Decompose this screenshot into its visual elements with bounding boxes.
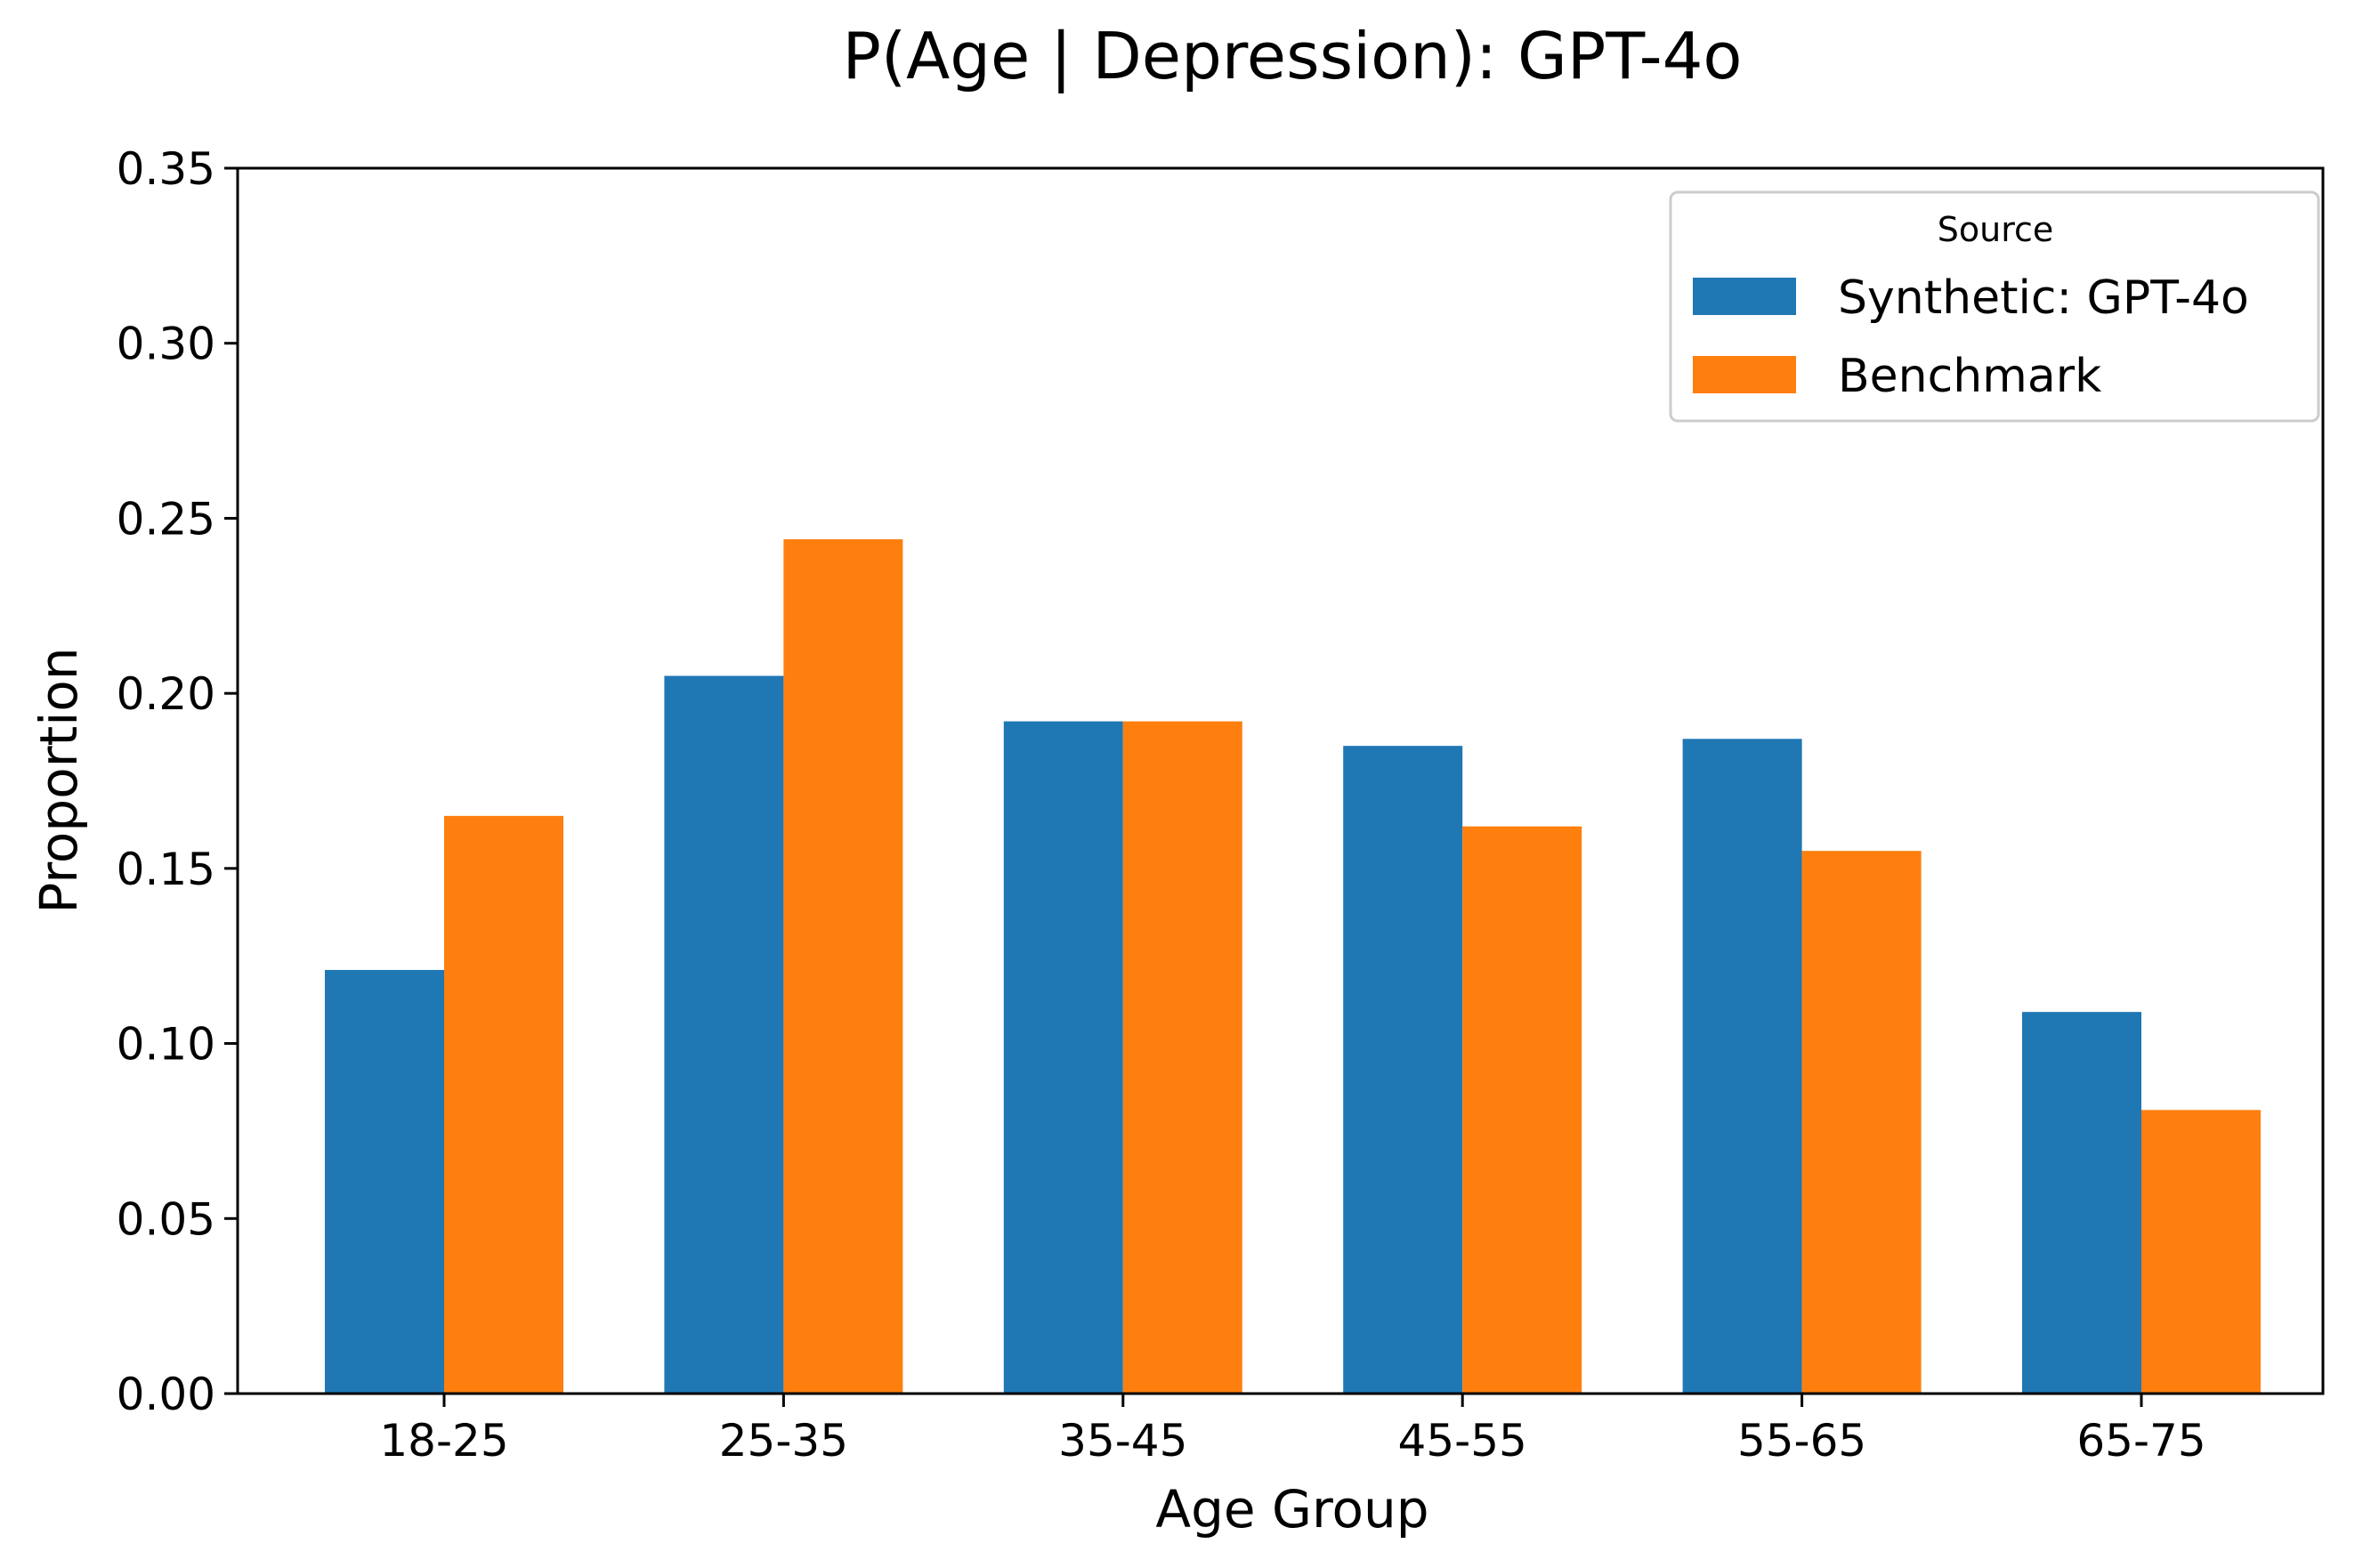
bar-synthetic-25-35 xyxy=(664,675,784,1394)
bar-benchmark-35-45 xyxy=(1122,721,1242,1394)
y-tick-label: 0.10 xyxy=(117,1019,215,1071)
bar-benchmark-55-65 xyxy=(1801,851,1922,1394)
y-tick-label: 0.15 xyxy=(117,844,215,895)
bars-layer xyxy=(325,539,2261,1394)
bar-synthetic-18-25 xyxy=(325,969,444,1394)
legend-swatch-synthetic xyxy=(1693,278,1796,315)
legend-frame xyxy=(1669,190,2320,423)
x-tick-label: 35-45 xyxy=(1058,1415,1187,1467)
x-tick-label: 65-75 xyxy=(2076,1415,2205,1467)
y-axis-label: Proportion xyxy=(28,647,89,913)
x-axis-label: Age Group xyxy=(1155,1479,1428,1540)
legend-label-synthetic: Synthetic: GPT-4o xyxy=(1838,271,2249,325)
legend-title: Source xyxy=(1938,210,2054,249)
bar-benchmark-45-55 xyxy=(1462,826,1582,1394)
y-tick-label: 0.30 xyxy=(117,319,215,370)
bar-benchmark-25-35 xyxy=(783,539,903,1394)
x-tick-label: 18-25 xyxy=(379,1415,508,1467)
y-tick-label: 0.00 xyxy=(117,1369,215,1420)
y-tick-label: 0.05 xyxy=(117,1193,215,1245)
y-tick-label: 0.35 xyxy=(117,143,215,195)
bar-synthetic-65-75 xyxy=(2022,1012,2141,1394)
x-tick-label: 25-35 xyxy=(719,1415,848,1467)
y-tick-label: 0.20 xyxy=(117,668,215,720)
bar-benchmark-65-75 xyxy=(2141,1110,2261,1394)
plot-area-frame xyxy=(236,166,2325,1395)
bar-synthetic-45-55 xyxy=(1343,746,1463,1394)
chart-title: P(Age | Depression): GPT-4o xyxy=(843,19,1743,94)
bar-synthetic-35-45 xyxy=(1003,721,1123,1394)
y-axis-ticks: 0.00 0.05 0.10 0.15 0.20 0.25 0.30 0.35 xyxy=(117,143,238,1420)
y-tick-label: 0.25 xyxy=(117,493,215,545)
legend-swatch-benchmark xyxy=(1693,356,1796,393)
bar-benchmark-18-25 xyxy=(444,815,563,1394)
legend-label-benchmark: Benchmark xyxy=(1838,350,2101,403)
legend: Source Synthetic: GPT-4o Benchmark xyxy=(1669,190,2320,423)
x-axis-ticks: 18-25 25-35 35-45 45-55 55-65 65-75 xyxy=(379,1394,2206,1467)
x-tick-label: 45-55 xyxy=(1398,1415,1527,1467)
x-tick-label: 55-65 xyxy=(1737,1415,1866,1467)
bar-synthetic-55-65 xyxy=(1682,739,1802,1394)
